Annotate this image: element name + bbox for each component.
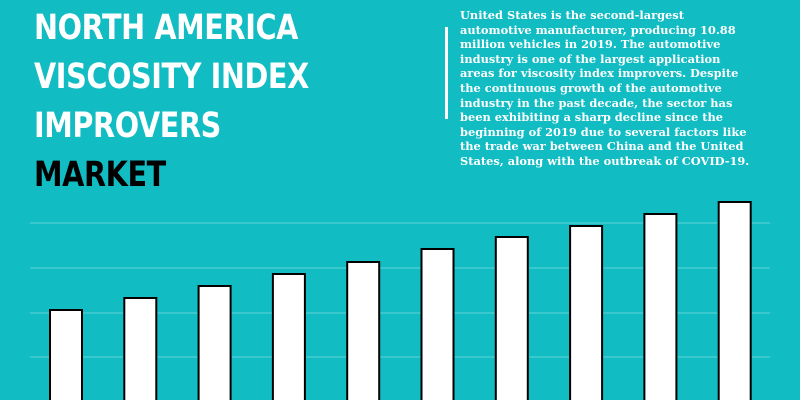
bar-5 <box>346 261 381 400</box>
bar-7 <box>494 236 529 400</box>
title-line-1: NORTH AMERICA <box>34 8 298 48</box>
bar-10 <box>717 201 752 400</box>
title-accent-line: MARKET <box>34 155 166 195</box>
title-block: NORTH AMERICA VISCOSITY INDEX IMPROVERS … <box>34 4 394 200</box>
bar-2 <box>123 297 158 400</box>
bar-4 <box>271 273 306 400</box>
market-description: United States is the second-largest auto… <box>460 8 750 168</box>
chart-bars <box>49 201 752 400</box>
bar-6 <box>420 248 455 400</box>
bar-9 <box>643 213 678 400</box>
vertical-divider <box>445 27 448 119</box>
title-line-3: IMPROVERS <box>34 106 221 146</box>
title-line-2: VISCOSITY INDEX <box>34 57 309 97</box>
bar-8 <box>569 225 604 400</box>
bar-3 <box>197 285 232 400</box>
bar-1 <box>49 309 83 400</box>
